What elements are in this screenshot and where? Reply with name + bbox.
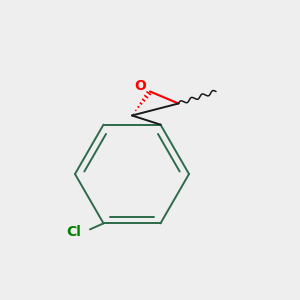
Text: O: O [134, 79, 146, 92]
Text: Cl: Cl [66, 225, 81, 239]
